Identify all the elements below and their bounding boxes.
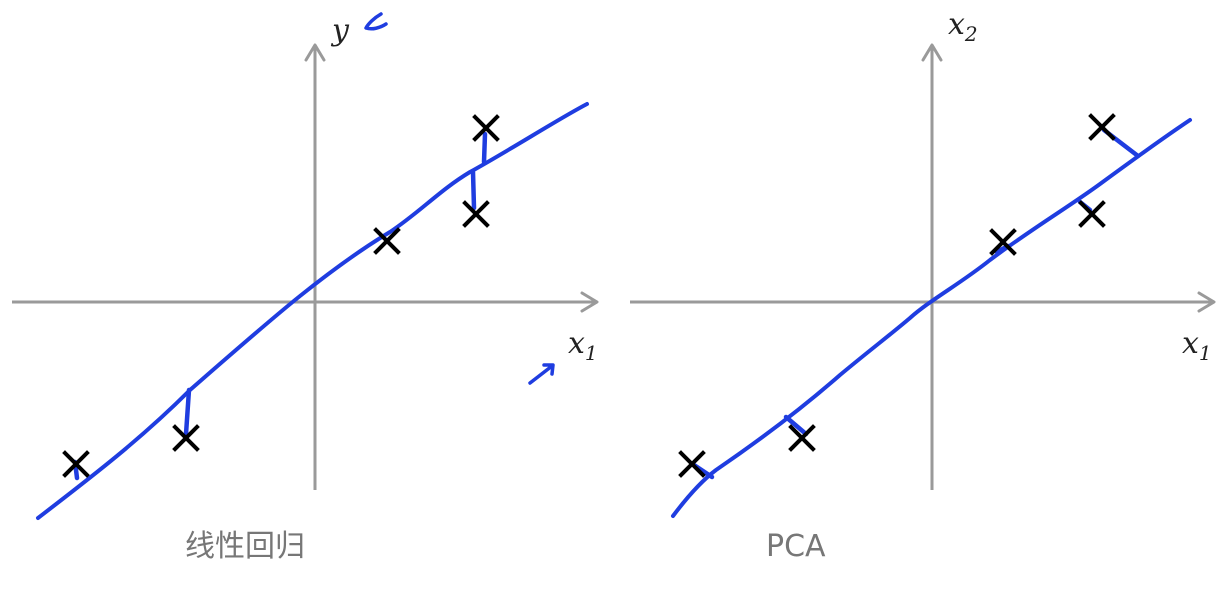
residual-left-4 xyxy=(481,131,488,165)
x-axis-label-left: x1 xyxy=(568,326,598,365)
annotation-arrow-x xyxy=(528,363,555,385)
annotation-arrow-y xyxy=(364,12,388,31)
panel-linear-regression: y x1 线性回归 xyxy=(12,12,599,564)
data-point xyxy=(678,450,706,478)
data-point xyxy=(1088,113,1116,141)
data-point xyxy=(1078,200,1106,228)
data-point xyxy=(172,424,200,452)
pc-line-right xyxy=(671,118,1192,518)
panel-pca: x2 x1 PCA xyxy=(630,7,1216,564)
data-point xyxy=(462,200,490,228)
x-axis-label-right: x1 xyxy=(1182,326,1212,365)
x-axis-arrow-right xyxy=(1197,291,1216,313)
data-point xyxy=(788,424,816,452)
caption-pca: PCA xyxy=(766,529,826,564)
y-axis-label-left: y xyxy=(330,13,350,48)
fit-line-left xyxy=(36,102,589,520)
y-axis-label-right: x2 xyxy=(948,7,978,46)
residual-left-2 xyxy=(183,387,192,437)
y-axis-arrow-left xyxy=(304,43,326,62)
data-point xyxy=(373,227,401,255)
residual-right-2 xyxy=(783,414,809,437)
caption-linear-regression: 线性回归 xyxy=(185,529,305,564)
residual-left-3 xyxy=(470,169,477,211)
data-point xyxy=(472,114,500,142)
data-point xyxy=(62,450,90,478)
y-axis-arrow-right xyxy=(921,43,943,62)
data-point xyxy=(989,228,1017,256)
x-axis-arrow-left xyxy=(580,291,599,313)
